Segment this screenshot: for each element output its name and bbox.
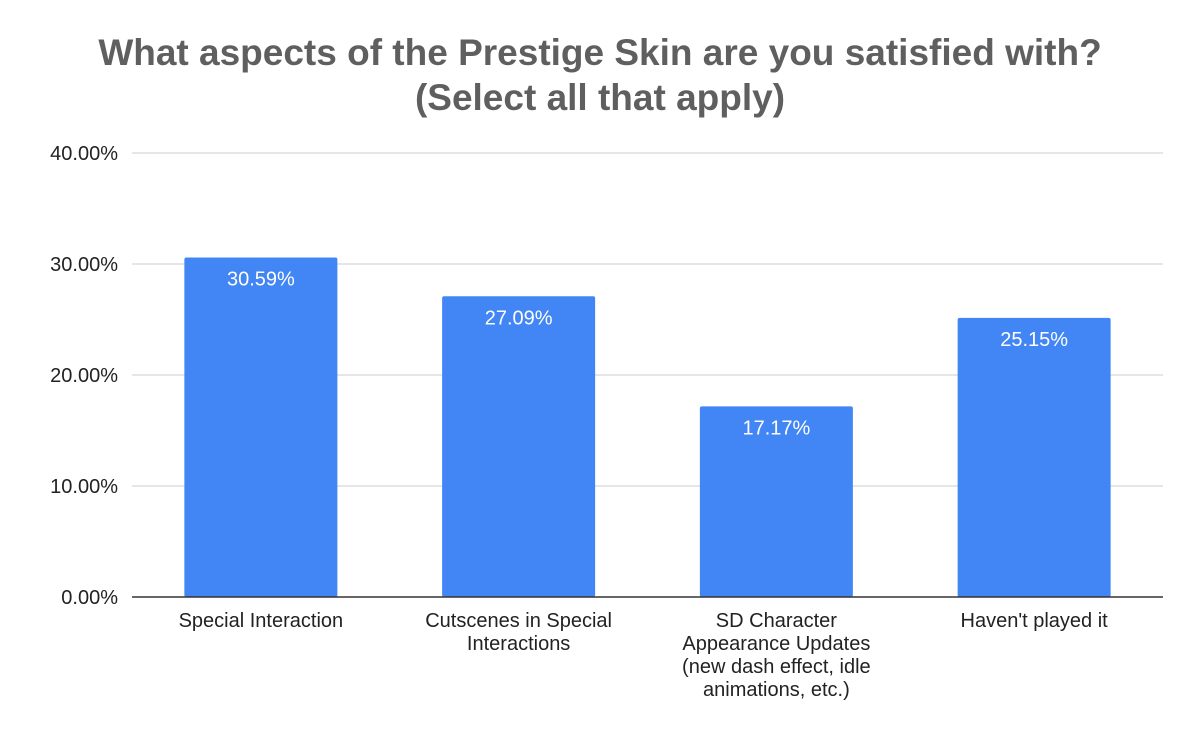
x-tick-label: Appearance Updates [682,633,870,655]
bar [442,296,596,597]
bars [184,257,1111,597]
x-tick-label: Cutscenes in Special [425,610,612,632]
bar-data-label: 17.17% [742,417,810,439]
bar [184,257,338,597]
y-tick-label: 40.00% [50,143,118,165]
y-tick-label: 20.00% [50,365,118,387]
data-labels: 30.59% 27.09% 17.17% 25.15% [227,268,1068,439]
chart-title: What aspects of the Prestige Skin are yo… [0,30,1200,120]
x-tick-label: SD Character [716,610,837,632]
bar-data-label: 27.09% [485,307,553,329]
bar [699,406,853,597]
bar-data-label: 25.15% [1000,329,1068,351]
chart-title-line-2: (Select all that apply) [414,77,786,118]
x-axis: Special Interaction Cutscenes in SpecialI… [132,596,1163,701]
y-axis: 0.00% 10.00% 20.00% 30.00% 40.00% [50,143,118,609]
x-tick-label: Haven't played it [961,610,1109,632]
y-tick-label: 0.00% [61,587,118,609]
x-tick-label: Special Interaction [179,610,344,632]
y-tick-label: 10.00% [50,476,118,498]
x-tick-label: animations, etc.) [703,679,850,701]
bar [957,317,1111,597]
bar-data-label: 30.59% [227,268,295,290]
x-tick-label: Interactions [467,633,570,655]
y-tick-label: 30.00% [50,254,118,276]
x-tick-label: (new dash effect, idle [682,656,871,678]
chart-title-line-1: What aspects of the Prestige Skin are yo… [98,32,1102,73]
